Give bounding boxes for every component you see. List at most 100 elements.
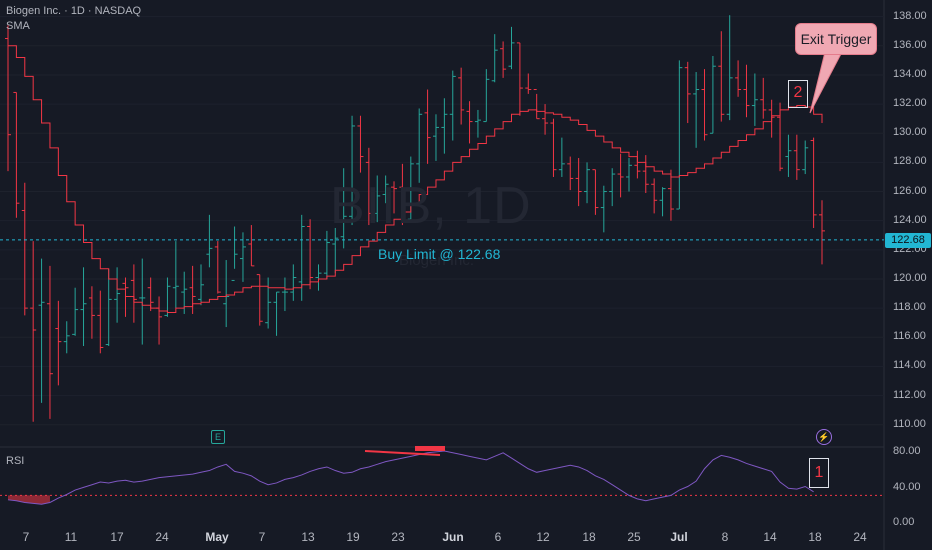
ohlc-bar (458, 67, 465, 125)
ohlc-bar (340, 168, 347, 249)
time-tick-label: 17 (110, 530, 124, 544)
time-tick-label: 18 (808, 530, 822, 544)
ohlc-bar (130, 264, 137, 323)
ohlc-bar (281, 277, 288, 312)
ohlc-bar (617, 153, 624, 198)
symbol-title[interactable]: Biogen Inc. · 1D · NASDAQ (6, 5, 142, 17)
time-tick-label: 7 (258, 530, 266, 544)
price-tick-label: 124.00 (893, 213, 927, 226)
price-tick-label: 132.00 (893, 97, 927, 110)
ohlc-bar (97, 290, 104, 354)
ohlc-bar (290, 264, 297, 301)
ohlc-bar (693, 72, 700, 148)
time-tick-label: 7 (22, 530, 30, 544)
ohlc-bar (432, 114, 439, 161)
ohlc-bar (46, 265, 53, 419)
rsi-tick-label: 80.00 (893, 445, 921, 457)
ohlc-bar (600, 185, 607, 233)
ohlc-bar (441, 98, 448, 154)
price-tick-label: 126.00 (893, 184, 927, 197)
price-grid (0, 16, 884, 426)
ohlc-bar (584, 162, 591, 204)
ohlc-bar (743, 64, 750, 118)
time-tick-label: 23 (391, 530, 405, 544)
exit-trigger-callout[interactable]: Exit Trigger (795, 23, 877, 55)
time-tick-label: 19 (346, 530, 360, 544)
ohlc-bar (114, 267, 121, 323)
ohlc-bar (651, 178, 658, 214)
time-tick-label: 8 (721, 530, 729, 544)
ohlc-bar (80, 267, 87, 347)
ohlc-bar (72, 287, 79, 336)
ohlc-bar (63, 321, 70, 354)
ohlc-bar (449, 70, 456, 141)
price-tick-label: 118.00 (893, 301, 926, 314)
ohlc-bar (592, 169, 599, 215)
ohlc-bar (424, 89, 431, 164)
ohlc-bars (5, 15, 825, 422)
ohlc-bar (38, 258, 45, 403)
ohlc-bar (55, 300, 62, 386)
ohlc-bar (382, 175, 389, 204)
ohlc-bar (659, 187, 666, 217)
dividend-lightning-icon[interactable]: ⚡ (816, 429, 832, 445)
time-tick-label: Jun (442, 530, 464, 544)
time-tick-label: Jul (670, 530, 688, 544)
ohlc-bar (819, 200, 825, 265)
ohlc-bar (122, 277, 129, 317)
name-watermark: Biogen Inc. (399, 252, 475, 269)
ohlc-bar (684, 61, 691, 124)
ohlc-bar (374, 175, 381, 223)
symbol-watermark: BIIB, 1D (330, 177, 532, 235)
ohlc-bar (500, 41, 507, 78)
ohlc-bar (751, 73, 758, 126)
price-tick-label: 130.00 (893, 126, 927, 139)
ohlc-bar (474, 109, 481, 138)
ohlc-bar (273, 291, 280, 336)
time-tick-label: 25 (627, 530, 641, 544)
time-tick-label: May (205, 530, 229, 544)
rsi-tick-label: 40.00 (893, 480, 921, 493)
ohlc-bar (491, 34, 498, 83)
sma-legend[interactable]: SMA (6, 20, 30, 32)
time-tick-label: 12 (536, 530, 550, 544)
ohlc-bar (105, 268, 112, 347)
sma-line (8, 45, 823, 313)
time-tick-label: 14 (763, 530, 777, 544)
ohlc-bar (256, 274, 263, 326)
current-price-tag: 122.68 (885, 233, 931, 248)
ohlc-bar (718, 31, 725, 122)
ohlc-bar (667, 169, 674, 221)
marker-box-1[interactable]: 1 (809, 458, 829, 488)
ohlc-bar (231, 226, 238, 281)
time-tick-label: 13 (301, 530, 315, 544)
price-tick-label: 114.00 (893, 359, 926, 372)
time-tick-label: 24 (853, 530, 867, 544)
rsi-line (0, 450, 884, 505)
time-tick-label: 11 (64, 530, 78, 544)
ohlc-bar (307, 219, 314, 290)
ohlc-bar (785, 134, 792, 177)
earnings-marker[interactable]: E (211, 430, 225, 444)
ohlc-bar (88, 286, 95, 339)
time-tick-label: 24 (155, 530, 169, 544)
ohlc-bar (13, 91, 20, 218)
ohlc-bar (634, 150, 641, 179)
buy-limit-label: Buy Limit @ 122.68 (378, 246, 501, 262)
time-tick-label: 6 (494, 530, 502, 544)
ohlc-bar (332, 227, 339, 274)
ohlc-bar (206, 214, 213, 268)
ohlc-bar (357, 115, 364, 173)
rsi-legend[interactable]: RSI (6, 455, 25, 467)
ohlc-bar (164, 277, 171, 317)
price-tick-label: 136.00 (893, 38, 927, 51)
ohlc-bar (542, 104, 549, 135)
ohlc-bar (709, 56, 716, 134)
ohlc-bar (793, 134, 800, 180)
marker-box-2[interactable]: 2 (788, 80, 808, 108)
ohlc-bar (223, 260, 230, 328)
price-tick-label: 110.00 (893, 417, 926, 430)
ohlc-bar (483, 69, 490, 123)
